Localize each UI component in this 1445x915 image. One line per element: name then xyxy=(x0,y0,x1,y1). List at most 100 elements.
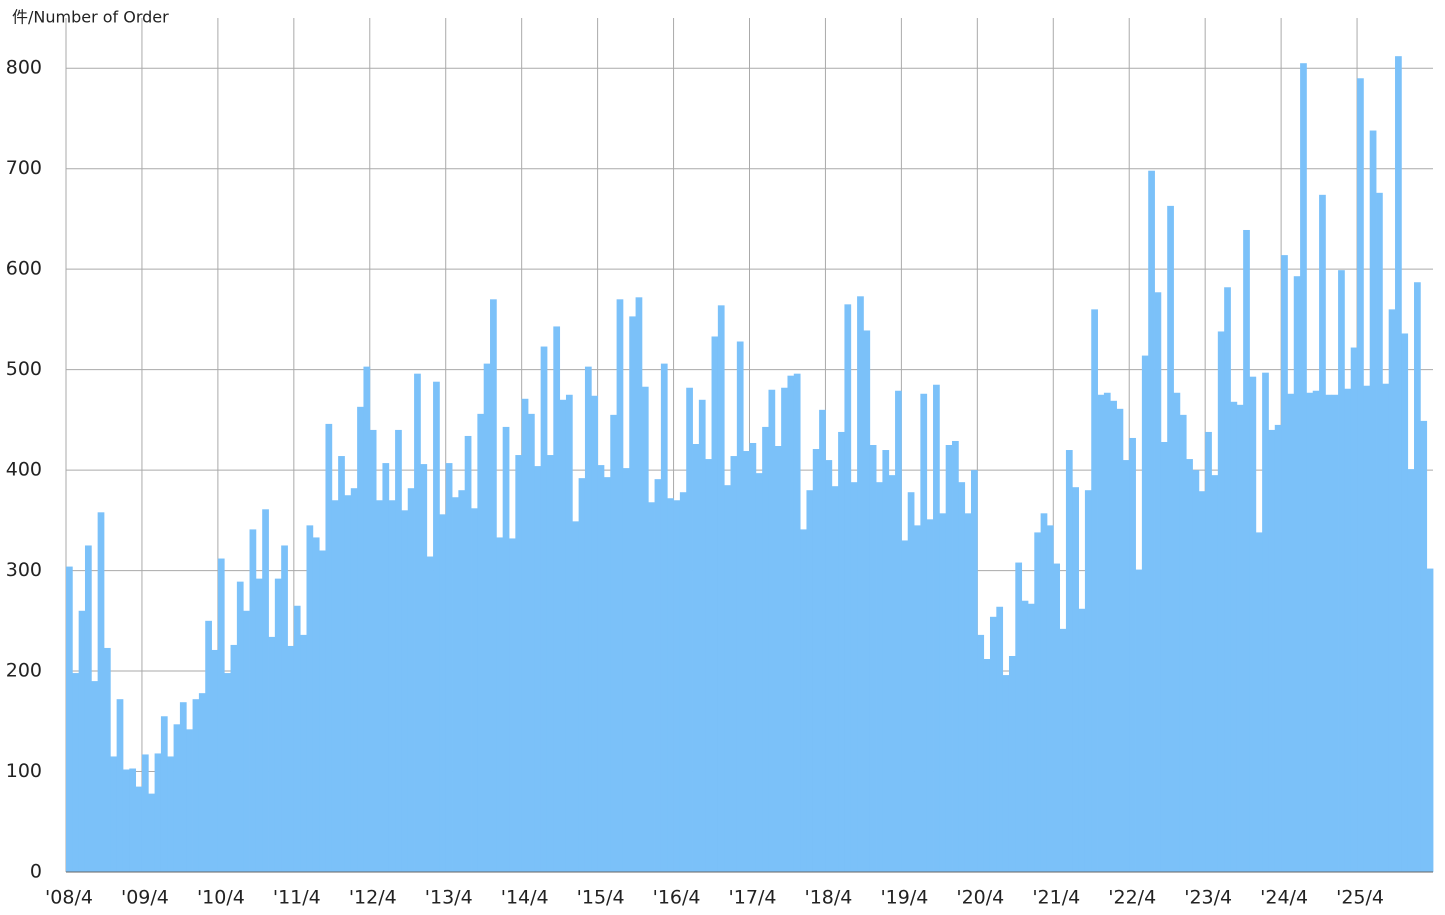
bar xyxy=(445,463,453,872)
bar xyxy=(1002,675,1010,872)
y-tick-label: 200 xyxy=(6,660,42,682)
bar xyxy=(610,414,617,872)
bar xyxy=(1027,603,1035,872)
bar xyxy=(116,699,124,872)
bar xyxy=(205,620,212,872)
bar xyxy=(217,558,225,872)
bar xyxy=(407,488,415,872)
bar xyxy=(331,500,339,872)
bar xyxy=(1224,287,1231,872)
bar xyxy=(490,299,497,873)
bar xyxy=(135,786,143,872)
bar xyxy=(559,399,567,872)
bar xyxy=(357,406,364,872)
bar xyxy=(800,529,807,872)
bar xyxy=(781,387,788,872)
bar xyxy=(939,513,947,872)
bar xyxy=(1217,331,1225,872)
bar xyxy=(831,486,839,872)
bar xyxy=(1388,309,1396,872)
bar xyxy=(1040,513,1048,872)
bar xyxy=(622,468,630,872)
bar xyxy=(1274,424,1282,872)
bar xyxy=(1287,393,1295,872)
bar xyxy=(395,429,402,872)
bar xyxy=(724,485,731,872)
bar xyxy=(509,538,516,872)
bar xyxy=(762,426,769,872)
y-tick-label: 300 xyxy=(6,559,42,581)
bar xyxy=(1306,392,1314,872)
bar xyxy=(888,475,896,872)
bar xyxy=(971,470,978,872)
bar xyxy=(920,393,928,872)
bar xyxy=(1414,282,1421,872)
bar xyxy=(1331,394,1339,872)
bar xyxy=(300,634,307,872)
bar xyxy=(262,509,269,872)
bar xyxy=(774,446,782,872)
bar xyxy=(572,521,580,872)
bar xyxy=(306,525,314,872)
x-tick-label: '25/4 xyxy=(1336,887,1384,909)
bar xyxy=(977,634,985,872)
bar xyxy=(1420,420,1428,872)
bar xyxy=(876,482,883,872)
bar xyxy=(1293,276,1301,872)
bar xyxy=(1072,487,1079,872)
bar xyxy=(698,399,706,872)
bar xyxy=(1211,475,1219,872)
bar xyxy=(565,394,573,872)
bar xyxy=(1186,459,1193,872)
bar xyxy=(1268,429,1276,872)
bar xyxy=(1369,130,1377,873)
bar xyxy=(414,373,421,872)
bar xyxy=(768,389,776,872)
bar xyxy=(717,305,725,872)
y-tick-label: 600 xyxy=(6,258,42,280)
bar xyxy=(679,492,687,872)
bar xyxy=(521,398,529,872)
bar xyxy=(420,464,428,872)
bar xyxy=(1395,56,1402,872)
bar xyxy=(1053,563,1061,872)
bar xyxy=(243,610,250,872)
bar xyxy=(179,702,187,872)
bar xyxy=(236,581,244,872)
bar xyxy=(1167,205,1174,872)
bar xyxy=(1091,309,1098,872)
x-tick-label: '19/4 xyxy=(880,887,928,909)
bar xyxy=(1236,404,1244,872)
bar xyxy=(1312,390,1320,872)
bar xyxy=(546,455,554,872)
bar xyxy=(1205,431,1212,872)
bar xyxy=(1015,562,1023,872)
bar xyxy=(78,610,86,872)
bar xyxy=(863,330,871,873)
bar xyxy=(287,645,295,872)
bar xyxy=(844,304,852,872)
bar xyxy=(325,423,333,872)
bar xyxy=(230,644,238,872)
bar xyxy=(603,477,611,872)
bar xyxy=(198,693,206,872)
bar xyxy=(148,793,156,872)
bar xyxy=(1173,392,1181,872)
bar xyxy=(350,488,358,872)
bar xyxy=(502,426,510,872)
bar xyxy=(1059,628,1067,872)
bar xyxy=(686,387,693,872)
bar xyxy=(641,386,649,872)
bar xyxy=(167,756,174,872)
x-tick-label: '13/4 xyxy=(425,887,473,909)
bar xyxy=(1008,655,1016,872)
bar xyxy=(1401,333,1409,872)
bar xyxy=(952,440,959,872)
bar xyxy=(584,366,592,872)
bar xyxy=(1382,383,1390,872)
bar xyxy=(1034,532,1042,872)
bar xyxy=(629,316,636,872)
bar xyxy=(1350,347,1358,872)
bar xyxy=(1249,376,1257,872)
